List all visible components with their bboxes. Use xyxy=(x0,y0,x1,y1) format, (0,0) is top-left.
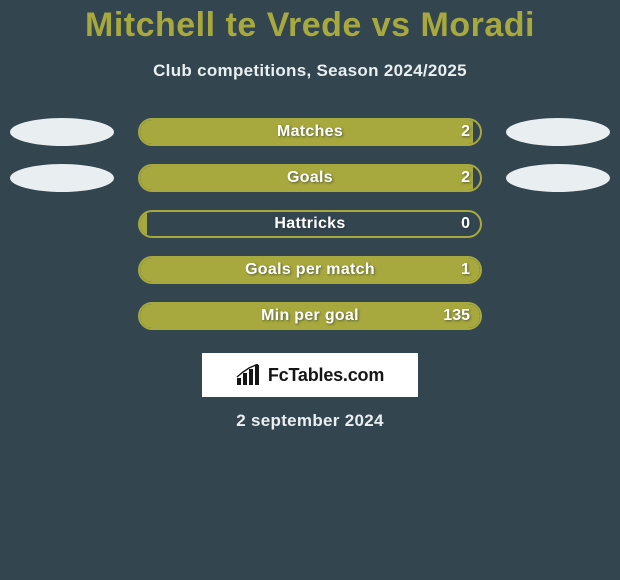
pill-wrap: Matches 2 xyxy=(114,118,506,146)
bars-icon xyxy=(236,364,262,386)
subtitle: Club competitions, Season 2024/2025 xyxy=(0,61,620,81)
page-title: Mitchell te Vrede vs Moradi xyxy=(0,0,620,45)
pill-wrap: Goals 2 xyxy=(114,164,506,192)
stat-row: Matches 2 xyxy=(10,109,610,155)
footer-date: 2 september 2024 xyxy=(0,411,620,431)
left-ellipse xyxy=(10,118,114,146)
stat-pill: Goals per match 1 xyxy=(138,256,482,284)
stat-value: 0 xyxy=(461,215,470,233)
stat-fill xyxy=(140,212,147,236)
stat-label: Hattricks xyxy=(274,215,345,233)
right-ellipse xyxy=(506,118,610,146)
stat-value: 1 xyxy=(461,261,470,279)
stat-pill: Min per goal 135 xyxy=(138,302,482,330)
stat-row: Goals per match 1 xyxy=(10,247,610,293)
branding-badge: FcTables.com xyxy=(202,353,418,397)
pill-wrap: Min per goal 135 xyxy=(114,302,506,330)
stat-value: 2 xyxy=(461,123,470,141)
pill-wrap: Hattricks 0 xyxy=(114,210,506,238)
stat-label: Min per goal xyxy=(261,307,359,325)
pill-wrap: Goals per match 1 xyxy=(114,256,506,284)
stat-value: 135 xyxy=(443,307,470,325)
stat-row: Goals 2 xyxy=(10,155,610,201)
stat-label: Matches xyxy=(277,123,343,141)
stat-row: Min per goal 135 xyxy=(10,293,610,339)
stat-value: 2 xyxy=(461,169,470,187)
stat-pill: Goals 2 xyxy=(138,164,482,192)
stat-label: Goals per match xyxy=(245,261,375,279)
stat-label: Goals xyxy=(287,169,333,187)
stat-pill: Matches 2 xyxy=(138,118,482,146)
left-ellipse xyxy=(10,164,114,192)
stat-pill: Hattricks 0 xyxy=(138,210,482,238)
right-ellipse xyxy=(506,164,610,192)
comparison-chart: Matches 2 Goals 2 Hattricks 0 Goals per match 1… xyxy=(0,109,620,339)
branding-text: FcTables.com xyxy=(268,365,384,386)
stat-row: Hattricks 0 xyxy=(10,201,610,247)
